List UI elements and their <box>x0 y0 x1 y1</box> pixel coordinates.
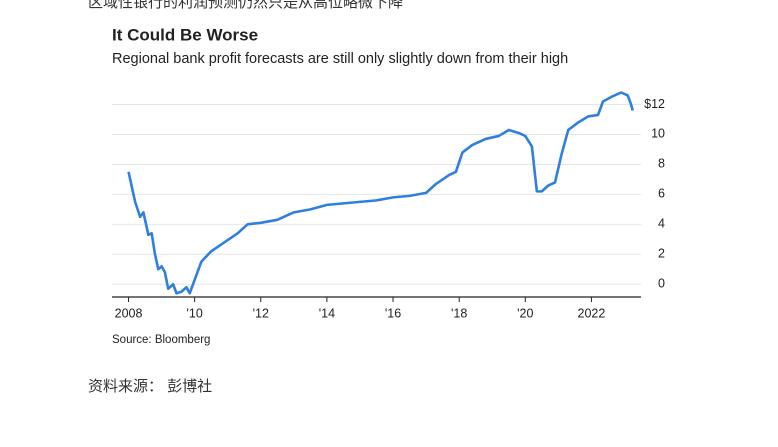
caption: 资料来源： 彭博社 <box>88 378 213 395</box>
chart: It Could Be Worse Regional bank profit f… <box>112 25 666 347</box>
x-tick-label: 2022 <box>578 306 606 320</box>
x-tick-label: 2008 <box>115 306 143 320</box>
x-tick-label: '10 <box>187 306 203 320</box>
article-text: 区域性银行的利润预测仍然只是从高位略微下降 <box>88 0 404 11</box>
x-tick-label: '18 <box>451 306 467 320</box>
y-tick-label: 8 <box>658 157 665 171</box>
x-tick-label: '12 <box>253 306 269 320</box>
chart-subtitle: Regional bank profit forecasts are still… <box>112 51 568 67</box>
x-tick-label: '20 <box>517 306 533 320</box>
y-tick-label: 10 <box>651 127 665 141</box>
x-tick-label: '16 <box>385 306 401 320</box>
y-tick-label: 6 <box>658 187 665 201</box>
x-tick-label: '14 <box>319 306 335 320</box>
y-tick-label: 2 <box>658 247 665 261</box>
chart-title: It Could Be Worse <box>112 25 258 44</box>
chart-source: Source: Bloomberg <box>112 334 210 346</box>
y-tick-label: 0 <box>658 277 665 291</box>
y-tick-label: 4 <box>658 217 665 231</box>
y-tick-label: $12 <box>644 97 665 111</box>
line-series <box>127 91 634 295</box>
